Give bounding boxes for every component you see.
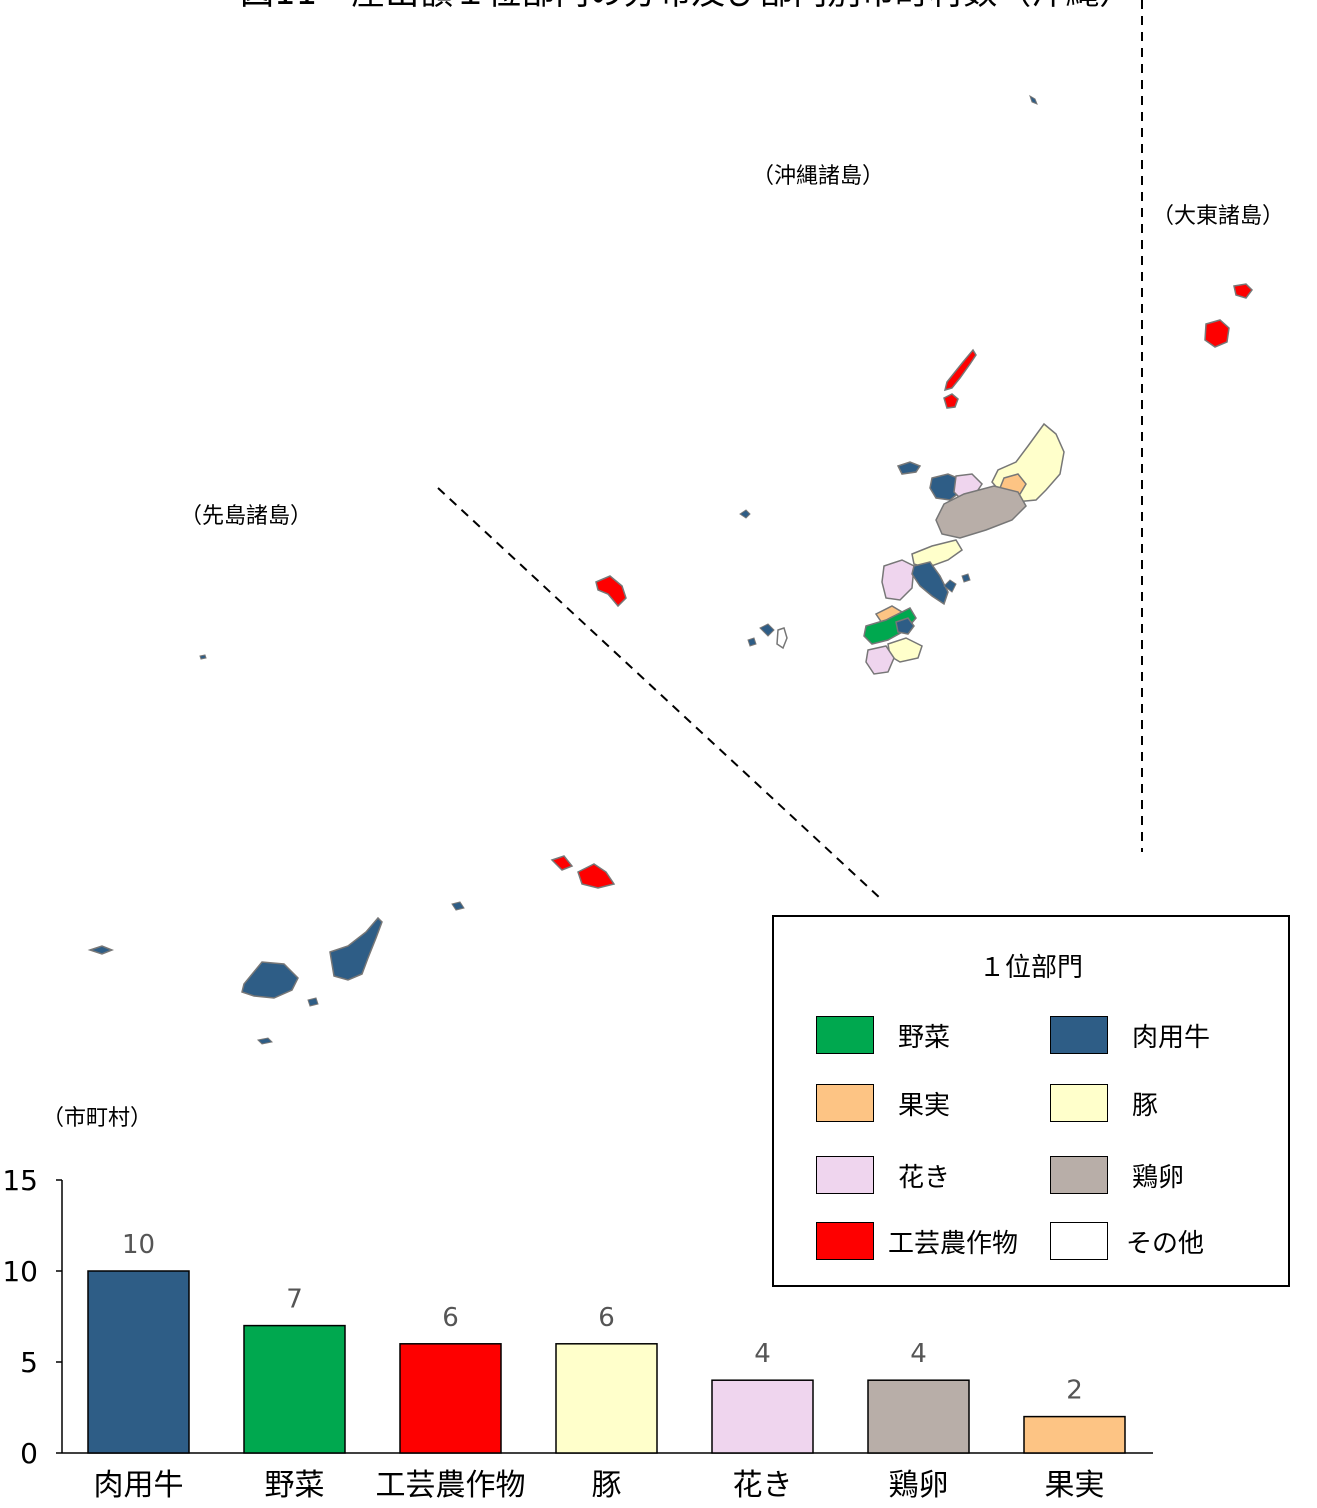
bar-4 bbox=[711, 1379, 814, 1454]
region-label-daito: （大東諸島） bbox=[1152, 204, 1285, 229]
island-ishigaki bbox=[329, 916, 383, 981]
okinawa-west-flower bbox=[881, 559, 915, 601]
legend-item-pig: 豚 bbox=[1050, 1083, 1158, 1123]
legend-swatch-vegetable bbox=[816, 1016, 874, 1054]
island-irabu bbox=[550, 855, 574, 871]
legend: １位部門 野菜 肉用牛 果実 豚 花き 鶏卵 工芸農作物 bbox=[772, 915, 1290, 1287]
bar-2 bbox=[399, 1343, 502, 1454]
legend-item-vegetable: 野菜 bbox=[816, 1015, 950, 1055]
legend-swatch-fruit bbox=[816, 1084, 874, 1122]
x-tick-label-2: 工芸農作物 bbox=[376, 1468, 526, 1503]
region-label-sakishima: （先島諸島） bbox=[180, 504, 313, 529]
x-tick-label-5: 鶏卵 bbox=[889, 1468, 949, 1503]
okinawa-east-beef bbox=[911, 561, 949, 606]
legend-swatch-other bbox=[1050, 1222, 1108, 1260]
legend-title: １位部門 bbox=[978, 953, 1083, 983]
islet-ogami bbox=[199, 654, 207, 660]
legend-swatch-beef bbox=[1050, 1016, 1108, 1054]
data-label-1: 7 bbox=[286, 1285, 303, 1315]
okinawa-central-egg bbox=[935, 485, 1027, 539]
legend-swatch-pig bbox=[1050, 1084, 1108, 1122]
x-tick-label-3: 豚 bbox=[592, 1468, 622, 1503]
island-kerama-a bbox=[759, 623, 775, 637]
island-west-small bbox=[739, 509, 751, 519]
data-label-0: 10 bbox=[122, 1230, 155, 1260]
legend-label-industrial-crop: 工芸農作物 bbox=[888, 1228, 1019, 1259]
bars-group: 10 7 6 6 4 4 2 bbox=[87, 1230, 1126, 1454]
islet-north bbox=[1029, 94, 1038, 105]
x-labels-group: 肉用牛 野菜 工芸農作物 豚 花き 鶏卵 果実 bbox=[94, 1468, 1105, 1503]
x-tick-label-4: 花き bbox=[733, 1468, 793, 1503]
bar-0 bbox=[87, 1270, 190, 1454]
island-miyako bbox=[577, 863, 616, 889]
data-label-3: 6 bbox=[598, 1303, 615, 1333]
okinawa-mid-pig bbox=[911, 539, 963, 569]
island-kuroshima bbox=[307, 997, 319, 1007]
y-axis-unit-label: （市町村） bbox=[42, 1106, 152, 1131]
okinawa-motobu-beef bbox=[929, 473, 963, 501]
legend-item-egg: 鶏卵 bbox=[1050, 1155, 1184, 1195]
x-tick-label-6: 果実 bbox=[1045, 1468, 1105, 1503]
x-tick-label-0: 肉用牛 bbox=[94, 1468, 184, 1503]
legend-item-flower: 花き bbox=[816, 1155, 950, 1195]
bar-6 bbox=[1023, 1415, 1126, 1454]
island-iejima bbox=[896, 461, 922, 475]
data-label-2: 6 bbox=[442, 1303, 459, 1333]
separator-sakishima bbox=[437, 487, 881, 899]
legend-label-fruit: 果実 bbox=[898, 1090, 951, 1121]
island-iheya bbox=[943, 348, 977, 392]
okinawa-south-flower bbox=[865, 645, 895, 675]
x-tick-label-1: 野菜 bbox=[265, 1468, 325, 1503]
bar-5 bbox=[867, 1379, 970, 1454]
y-tick-label-0: 0 bbox=[20, 1437, 38, 1470]
legend-label-vegetable: 野菜 bbox=[898, 1022, 951, 1053]
legend-label-pig: 豚 bbox=[1132, 1090, 1159, 1121]
island-yonaguni bbox=[87, 945, 115, 955]
data-label-6: 2 bbox=[1066, 1376, 1083, 1406]
legend-label-egg: 鶏卵 bbox=[1132, 1162, 1185, 1193]
okinawa-south-beef bbox=[895, 617, 915, 635]
y-tick-label-3: 15 bbox=[2, 1164, 38, 1197]
data-label-4: 4 bbox=[754, 1339, 771, 1369]
island-kerama-c bbox=[747, 637, 757, 647]
y-ticks-group: 0 5 10 15 bbox=[2, 1164, 62, 1470]
figure-title: 図11 産出額１位部門の分布及び部門別市町村数（沖縄） bbox=[240, 0, 1133, 13]
island-minamidaito bbox=[1204, 319, 1230, 348]
island-iriomote bbox=[241, 961, 299, 999]
island-tarama bbox=[451, 901, 465, 911]
legend-label-flower: 花き bbox=[898, 1162, 951, 1193]
legend-swatch-egg bbox=[1050, 1156, 1108, 1194]
bar-3 bbox=[555, 1343, 658, 1454]
okinawa-east-islets bbox=[943, 573, 971, 593]
y-tick-label-1: 5 bbox=[20, 1346, 38, 1379]
bar-1 bbox=[243, 1324, 346, 1454]
legend-item-other: その他 bbox=[1050, 1221, 1204, 1261]
legend-item-fruit: 果実 bbox=[816, 1083, 950, 1123]
legend-label-beef: 肉用牛 bbox=[1132, 1022, 1211, 1053]
region-label-okinawa: （沖縄諸島） bbox=[752, 164, 885, 189]
legend-item-industrial-crop: 工芸農作物 bbox=[816, 1221, 1018, 1261]
legend-label-other: その他 bbox=[1126, 1228, 1205, 1259]
y-tick-label-2: 10 bbox=[2, 1255, 38, 1288]
legend-item-beef: 肉用牛 bbox=[1050, 1015, 1210, 1055]
legend-swatch-industrial-crop bbox=[816, 1222, 874, 1260]
island-izena bbox=[943, 393, 959, 409]
island-hateruma bbox=[256, 1037, 274, 1045]
island-kumejima bbox=[595, 575, 627, 608]
legend-swatch-flower bbox=[816, 1156, 874, 1194]
bar-chart: 1076 64 42 051015 肉用牛 野菜 工芸農作物豚花き 鶏卵 果実 （市町村） bbox=[2, 1106, 1153, 1503]
island-kerama-b bbox=[776, 627, 788, 650]
data-label-5: 4 bbox=[910, 1339, 927, 1369]
island-kitadaito bbox=[1233, 283, 1253, 299]
